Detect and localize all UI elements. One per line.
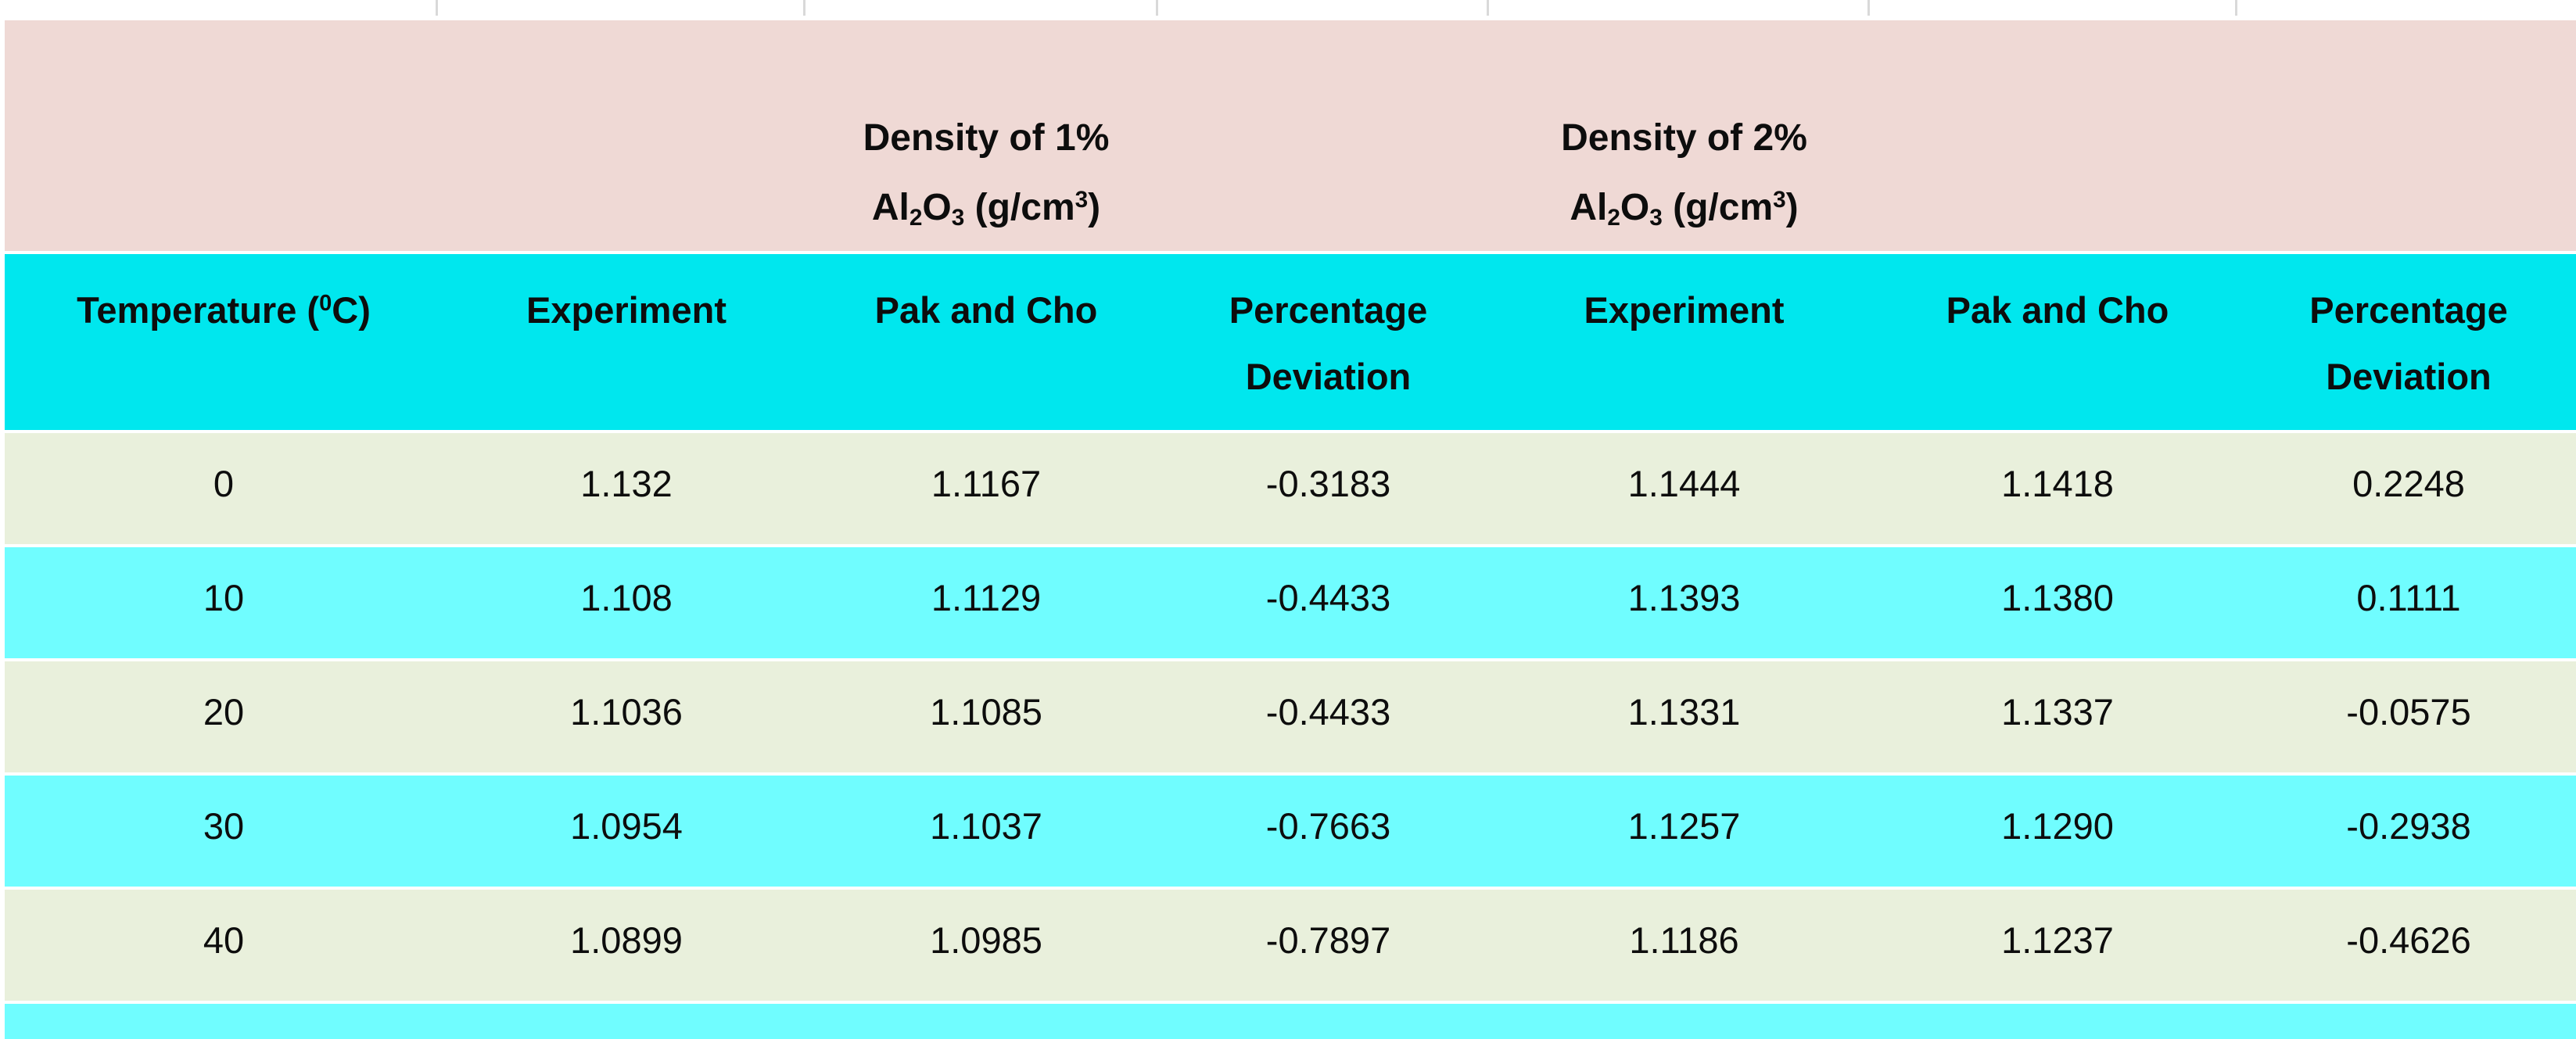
- cell-temperature: 50: [5, 1004, 443, 1039]
- cell-temperature: 20: [5, 661, 443, 772]
- group-label-density-1pct: Density of 1% Al2O3 (g/cm3): [810, 104, 1162, 243]
- table-row: 30 1.0954 1.1037 -0.7663 1.1257 1.1290 -…: [5, 776, 2576, 887]
- group-header-cell-1pct: Density of 1% Al2O3 (g/cm3): [810, 20, 1162, 251]
- cell-pak-and-cho-1pct: 1.0927: [810, 1004, 1162, 1039]
- density-comparison-table: Density of 1% Al2O3 (g/cm3) Density of 2…: [5, 17, 2576, 1039]
- column-header-experiment-2pct: Experiment: [1494, 254, 1874, 430]
- cell-pak-and-cho-2pct: 1.1418: [1874, 433, 2241, 544]
- gridline-tick: [436, 0, 438, 16]
- cell-percentage-deviation-2pct: -0.1138: [2241, 1004, 2576, 1039]
- cell-experiment-2pct: 1.1393: [1494, 547, 1874, 658]
- group-header-spacer-cell: [1874, 20, 2241, 251]
- group-header-spacer-cell: [2241, 20, 2576, 251]
- cell-experiment-1pct: 1.1036: [443, 661, 810, 772]
- column-header-percentage-deviation-2pct: Percentage Deviation: [2241, 254, 2576, 430]
- gridline-tick: [1156, 0, 1158, 16]
- cell-percentage-deviation-2pct: -0.0575: [2241, 661, 2576, 772]
- group-header-row: Density of 1% Al2O3 (g/cm3) Density of 2…: [5, 20, 2576, 251]
- cell-pak-and-cho-1pct: 1.1129: [810, 547, 1162, 658]
- cell-pak-and-cho-2pct: 1.1380: [1874, 547, 2241, 658]
- group-label-density-2pct: Density of 2% Al2O3 (g/cm3): [1494, 104, 1874, 243]
- al2o3-formula: Al2O3 (g/cm3): [1570, 186, 1799, 231]
- cell-experiment-2pct: 1.1186: [1494, 890, 1874, 1001]
- column-header-temperature: Temperature (0C): [5, 254, 443, 430]
- cell-temperature: 0: [5, 433, 443, 544]
- gridline-tick: [1867, 0, 1870, 16]
- group-header-cell-2pct: Density of 2% Al2O3 (g/cm3): [1494, 20, 1874, 251]
- cell-percentage-deviation-1pct: -0.4433: [1162, 547, 1494, 658]
- table-row: 20 1.1036 1.1085 -0.4433 1.1331 1.1337 -…: [5, 661, 2576, 772]
- cell-percentage-deviation-1pct: -0.7663: [1162, 776, 1494, 887]
- cell-percentage-deviation-2pct: 0.2248: [2241, 433, 2576, 544]
- cell-pak-and-cho-1pct: 1.1085: [810, 661, 1162, 772]
- table-row: 10 1.108 1.1129 -0.4433 1.1393 1.1380 0.…: [5, 547, 2576, 658]
- cell-pak-and-cho-2pct: 1.1290: [1874, 776, 2241, 887]
- cell-experiment-2pct: 1.1168: [1494, 1004, 1874, 1039]
- cell-percentage-deviation-1pct: -0.3183: [1162, 433, 1494, 544]
- cell-experiment-2pct: 1.1257: [1494, 776, 1874, 887]
- cell-pak-and-cho-2pct: 1.1180: [1874, 1004, 2241, 1039]
- cell-pak-and-cho-2pct: 1.1337: [1874, 661, 2241, 772]
- cell-percentage-deviation-2pct: -0.4626: [2241, 890, 2576, 1001]
- cell-experiment-1pct: 1.0852: [443, 1004, 810, 1039]
- cell-experiment-2pct: 1.1331: [1494, 661, 1874, 772]
- cell-percentage-deviation-1pct: -0.4433: [1162, 661, 1494, 772]
- al2o3-formula: Al2O3 (g/cm3): [871, 186, 1101, 231]
- cell-experiment-1pct: 1.108: [443, 547, 810, 658]
- cell-pak-and-cho-1pct: 1.1037: [810, 776, 1162, 887]
- cell-temperature: 10: [5, 547, 443, 658]
- table-row: 50 1.0852 1.0927 -0.6953 1.1168 1.1180 -…: [5, 1004, 2576, 1039]
- cell-experiment-1pct: 1.132: [443, 433, 810, 544]
- cell-percentage-deviation-1pct: -0.7897: [1162, 890, 1494, 1001]
- group-header-spacer-cell: [5, 20, 443, 251]
- group-header-spacer-cell: [1162, 20, 1494, 251]
- cell-percentage-deviation-2pct: -0.2938: [2241, 776, 2576, 887]
- group-title: Density of 2%: [1561, 117, 1807, 159]
- cell-experiment-2pct: 1.1444: [1494, 433, 1874, 544]
- column-header-experiment-1pct: Experiment: [443, 254, 810, 430]
- cell-pak-and-cho-1pct: 1.0985: [810, 890, 1162, 1001]
- cell-pak-and-cho-2pct: 1.1237: [1874, 890, 2241, 1001]
- group-header-spacer-cell: [443, 20, 810, 251]
- cell-experiment-1pct: 1.0954: [443, 776, 810, 887]
- gridline-tick: [1487, 0, 1489, 16]
- gridline-tick: [2235, 0, 2237, 16]
- column-header-percentage-deviation-1pct: Percentage Deviation: [1162, 254, 1494, 430]
- gridline-tick: [803, 0, 805, 16]
- cell-percentage-deviation-1pct: -0.6953: [1162, 1004, 1494, 1039]
- table-row: 0 1.132 1.1167 -0.3183 1.1444 1.1418 0.2…: [5, 433, 2576, 544]
- group-title: Density of 1%: [863, 117, 1110, 159]
- table-row: 40 1.0899 1.0985 -0.7897 1.1186 1.1237 -…: [5, 890, 2576, 1001]
- column-header-pak-and-cho-2pct: Pak and Cho: [1874, 254, 2241, 430]
- density-table-wrap: Density of 1% Al2O3 (g/cm3) Density of 2…: [5, 17, 2576, 1039]
- cell-percentage-deviation-2pct: 0.1111: [2241, 547, 2576, 658]
- column-header-pak-and-cho-1pct: Pak and Cho: [810, 254, 1162, 430]
- column-header-row: Temperature (0C) Experiment Pak and Cho …: [5, 254, 2576, 430]
- cell-experiment-1pct: 1.0899: [443, 890, 810, 1001]
- cell-pak-and-cho-1pct: 1.1167: [810, 433, 1162, 544]
- cell-temperature: 40: [5, 890, 443, 1001]
- cell-temperature: 30: [5, 776, 443, 887]
